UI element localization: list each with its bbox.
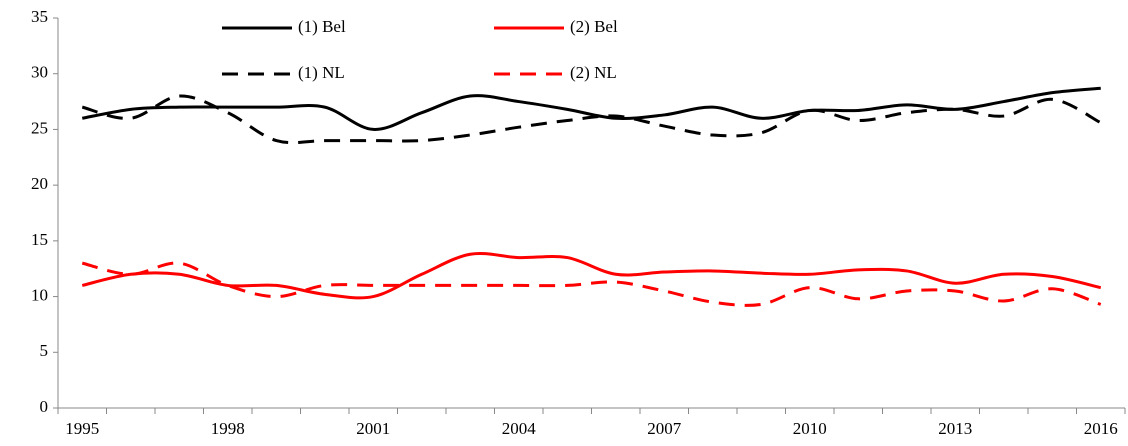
legend-label: (1) Bel [298,17,346,36]
x-tick-label: 2007 [647,419,682,438]
y-tick-label: 15 [31,230,48,249]
y-tick-label: 0 [40,397,49,416]
legend-label: (2) Bel [570,17,618,36]
x-tick-label: 2016 [1084,419,1118,438]
x-tick-label: 2001 [356,419,390,438]
x-tick-label: 2010 [793,419,827,438]
x-tick-label: 1998 [211,419,245,438]
y-tick-label: 20 [31,174,48,193]
legend-label: (2) NL [570,63,617,82]
y-tick-label: 10 [31,285,48,304]
x-tick-label: 1995 [65,419,99,438]
x-tick-label: 2013 [938,419,972,438]
legend-label: (1) NL [298,63,345,82]
y-tick-label: 5 [40,341,49,360]
y-tick-label: 25 [31,118,48,137]
series-line [81,94,1102,145]
series-line [81,86,1101,131]
series-line [81,251,1102,300]
y-tick-label: 35 [31,7,48,26]
series-line [81,261,1102,307]
y-tick-label: 30 [31,63,48,82]
x-tick-label: 2004 [502,419,537,438]
